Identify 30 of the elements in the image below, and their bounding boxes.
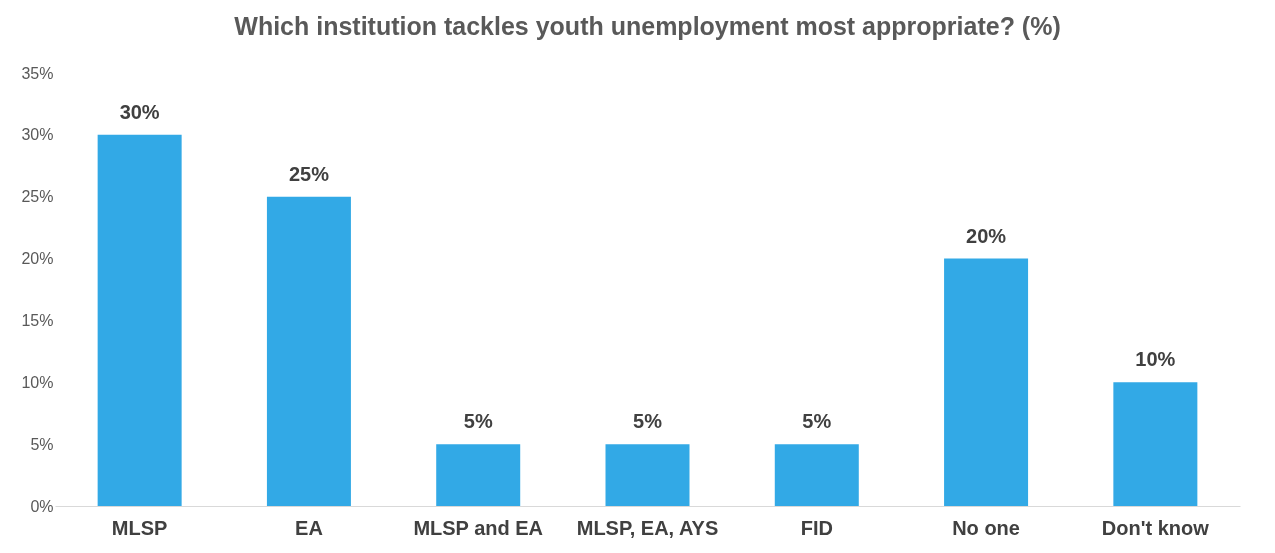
x-tick-label: MLSP, EA, AYS (576, 516, 719, 539)
y-tick-label: 15% (21, 311, 54, 329)
bar (436, 444, 521, 506)
y-tick-label: 10% (21, 373, 54, 391)
bar (774, 444, 859, 506)
y-tick-label: 5% (30, 435, 54, 453)
x-tick-label: MLSP and EA (413, 516, 544, 539)
bar (605, 444, 690, 506)
data-label: 25% (288, 162, 330, 185)
y-tick-label: 25% (21, 188, 54, 206)
bar (1113, 382, 1198, 506)
bar (97, 134, 182, 506)
x-tick-label: FID (800, 516, 833, 539)
data-label: 5% (802, 410, 832, 433)
y-tick-label: 30% (21, 126, 54, 144)
x-tick-label: MLSP (111, 516, 168, 539)
x-tick-label: No one (952, 516, 1020, 539)
bar (944, 258, 1029, 506)
y-tick-label: 35% (21, 64, 54, 82)
data-label: 5% (633, 410, 663, 433)
x-tick-label: EA (295, 516, 323, 539)
data-label: 5% (463, 410, 493, 433)
bar (266, 196, 351, 506)
y-tick-label: 0% (30, 497, 54, 515)
data-label: 10% (1135, 348, 1176, 371)
data-label: 30% (119, 100, 160, 123)
data-label: 20% (966, 224, 1007, 247)
chart-title: Which institution tackles youth unemployment most appropriate? (%) (234, 12, 1061, 40)
x-tick-label: Don't know (1101, 516, 1210, 539)
y-tick-label: 20% (21, 250, 54, 268)
